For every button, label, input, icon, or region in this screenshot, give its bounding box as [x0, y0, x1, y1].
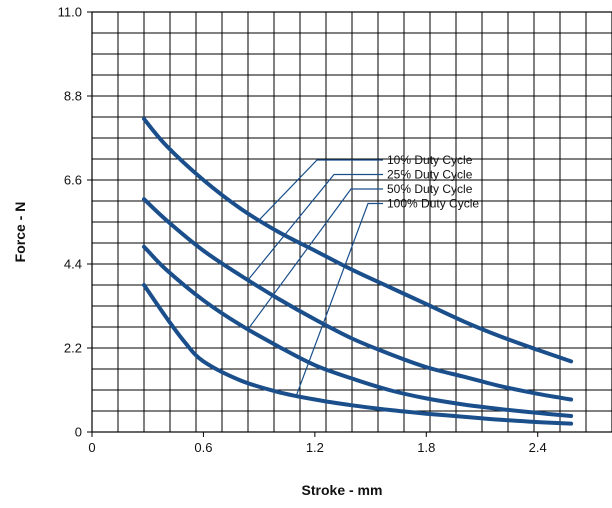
series-line-1	[142, 116, 574, 364]
series-layer	[142, 116, 574, 426]
leader-line-2	[247, 173, 383, 281]
x-tick-label: 1.2	[306, 440, 324, 455]
x-tick-label: 2.4	[529, 440, 547, 455]
x-tick-label: 0.6	[194, 440, 212, 455]
y-tick-label: 0	[75, 425, 82, 440]
series-line-3	[142, 244, 574, 418]
series-line-2	[142, 197, 574, 402]
y-tick-label: 11.0	[58, 5, 82, 20]
x-tick-label: 1.8	[417, 440, 435, 455]
x-axis-title: Stroke - mm	[302, 482, 383, 498]
y-axis-ticks: 0 2.2 4.4 6.6 8.8 11.0	[58, 5, 92, 440]
y-tick-label: 8.8	[64, 89, 82, 104]
y-tick-label: 4.4	[64, 257, 82, 272]
series-line-4	[142, 283, 574, 426]
legend-label-4: 100% Duty Cycle	[387, 197, 479, 211]
legend-label-1: 10% Duty Cycle	[387, 153, 473, 167]
x-tick-label: 0	[88, 440, 95, 455]
leader-line-4	[295, 202, 383, 396]
leader-layer	[247, 159, 383, 396]
x-axis-ticks: 0 0.6 1.2 1.8 2.4	[88, 432, 547, 455]
y-axis-title: Force - N	[12, 202, 28, 263]
y-tick-label: 2.2	[64, 341, 82, 356]
plot-frame	[91, 11, 612, 433]
legend-label-2: 25% Duty Cycle	[387, 168, 473, 182]
legend-label-3: 50% Duty Cycle	[387, 182, 473, 196]
leader-line-3	[247, 188, 383, 330]
leader-line-1	[258, 159, 383, 221]
y-tick-label: 6.6	[64, 173, 82, 188]
